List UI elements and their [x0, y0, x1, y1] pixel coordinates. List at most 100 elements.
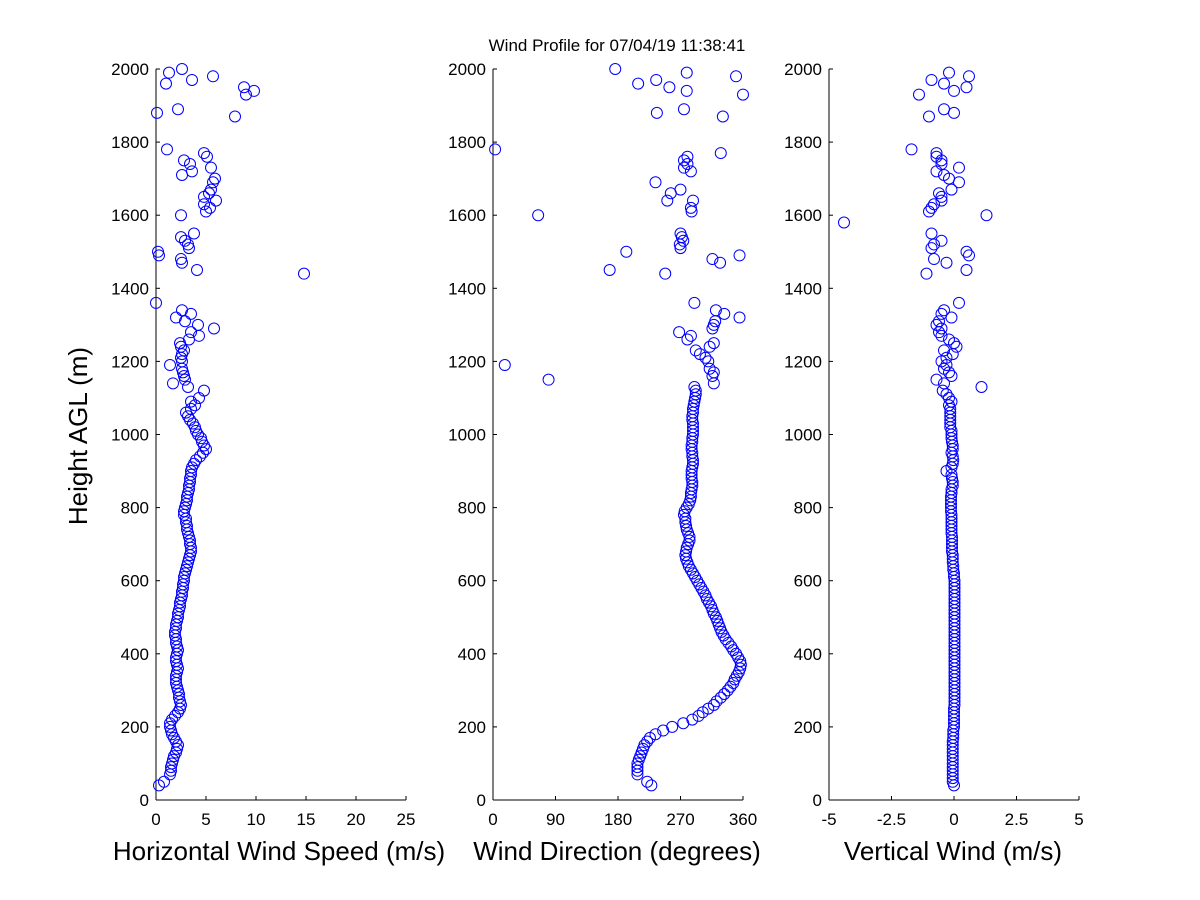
data-point	[204, 201, 216, 214]
data-point	[175, 351, 187, 364]
data-point	[945, 395, 958, 408]
y-tick-label: 600	[121, 572, 149, 591]
data-point	[688, 380, 701, 393]
data-point	[707, 377, 720, 390]
data-point	[948, 84, 960, 97]
data-point	[176, 304, 188, 317]
data-point	[692, 709, 705, 722]
data-point	[920, 267, 933, 280]
data-point	[207, 70, 219, 83]
data-point	[229, 110, 241, 123]
data-point	[684, 201, 697, 214]
data-point	[172, 662, 184, 675]
y-tick-label: 0	[140, 791, 149, 810]
data-point	[686, 713, 699, 726]
data-point	[182, 238, 194, 251]
data-point	[677, 103, 690, 116]
data-point	[238, 81, 250, 94]
data-point	[716, 110, 729, 123]
data-point	[170, 311, 182, 324]
data-point	[185, 395, 197, 408]
data-point	[730, 70, 743, 83]
data-point	[185, 468, 197, 481]
data-point	[205, 183, 217, 196]
data-point	[175, 231, 187, 244]
data-point	[688, 296, 701, 309]
data-point	[210, 194, 222, 207]
y-tick-label: 1600	[448, 206, 486, 225]
data-point	[179, 373, 191, 386]
data-point	[663, 81, 676, 94]
y-tick-label: 1400	[448, 279, 486, 298]
data-point	[153, 249, 165, 262]
data-point	[925, 73, 938, 86]
data-point	[935, 234, 948, 247]
data-point	[960, 81, 973, 94]
data-point	[928, 238, 940, 251]
data-point	[930, 373, 943, 386]
data-point	[680, 545, 693, 558]
data-point	[938, 377, 950, 390]
data-point	[160, 77, 172, 90]
data-point	[960, 264, 973, 277]
data-point	[714, 256, 727, 269]
data-point	[638, 739, 651, 752]
data-point	[166, 757, 178, 770]
data-point	[179, 234, 191, 247]
y-tick-label: 0	[477, 791, 486, 810]
data-point	[163, 66, 175, 79]
data-point	[923, 205, 935, 218]
data-point	[182, 380, 194, 393]
data-point	[938, 77, 950, 90]
data-point	[150, 296, 162, 309]
x-tick-label: 0	[151, 810, 160, 829]
data-point	[928, 253, 940, 266]
x-tick-label: 360	[729, 810, 757, 829]
data-point	[905, 143, 918, 156]
x-tick-label: 10	[247, 810, 266, 829]
x-tick-label: -2.5	[877, 810, 906, 829]
x-tick-label: 5	[201, 810, 210, 829]
data-point	[938, 168, 950, 181]
data-point	[164, 359, 176, 372]
data-point	[733, 249, 746, 262]
data-point	[659, 267, 672, 280]
data-point	[641, 735, 654, 748]
y-tick-label: 1200	[111, 352, 149, 371]
data-point	[179, 567, 191, 580]
data-point	[177, 366, 189, 379]
data-point	[933, 326, 945, 339]
data-point	[192, 318, 204, 331]
data-point	[710, 695, 723, 708]
data-point	[693, 348, 706, 361]
data-point	[190, 454, 202, 467]
y-tick-label: 1800	[448, 133, 486, 152]
data-point	[680, 84, 693, 97]
data-point	[709, 315, 722, 328]
data-point	[161, 143, 173, 156]
data-point	[718, 688, 731, 701]
y-tick-label: 1000	[111, 426, 149, 445]
data-point	[935, 307, 948, 320]
data-point	[689, 388, 702, 401]
data-point	[166, 713, 178, 726]
data-point	[930, 318, 943, 331]
data-point	[201, 150, 213, 163]
data-point	[182, 556, 194, 569]
data-point	[680, 66, 693, 79]
horizontal-wind-speed-panel: 0 5 10 15 20 25 0 200 400 600 800 1000 1200 1400 1600 1…	[111, 60, 415, 829]
x-tick-label: -5	[821, 810, 836, 829]
data-point	[943, 391, 955, 404]
data-point	[703, 340, 716, 353]
figure-title: Wind Profile for 07/04/19 11:38:41	[489, 36, 746, 55]
data-point	[178, 370, 190, 383]
data-point	[186, 73, 198, 86]
data-point	[183, 530, 195, 543]
data-point	[609, 63, 622, 75]
data-point	[298, 267, 310, 280]
data-point	[178, 154, 190, 167]
x-tick-label: 0	[488, 810, 497, 829]
x-tick-label: 180	[604, 810, 632, 829]
data-point	[930, 147, 943, 160]
data-point	[632, 77, 645, 90]
